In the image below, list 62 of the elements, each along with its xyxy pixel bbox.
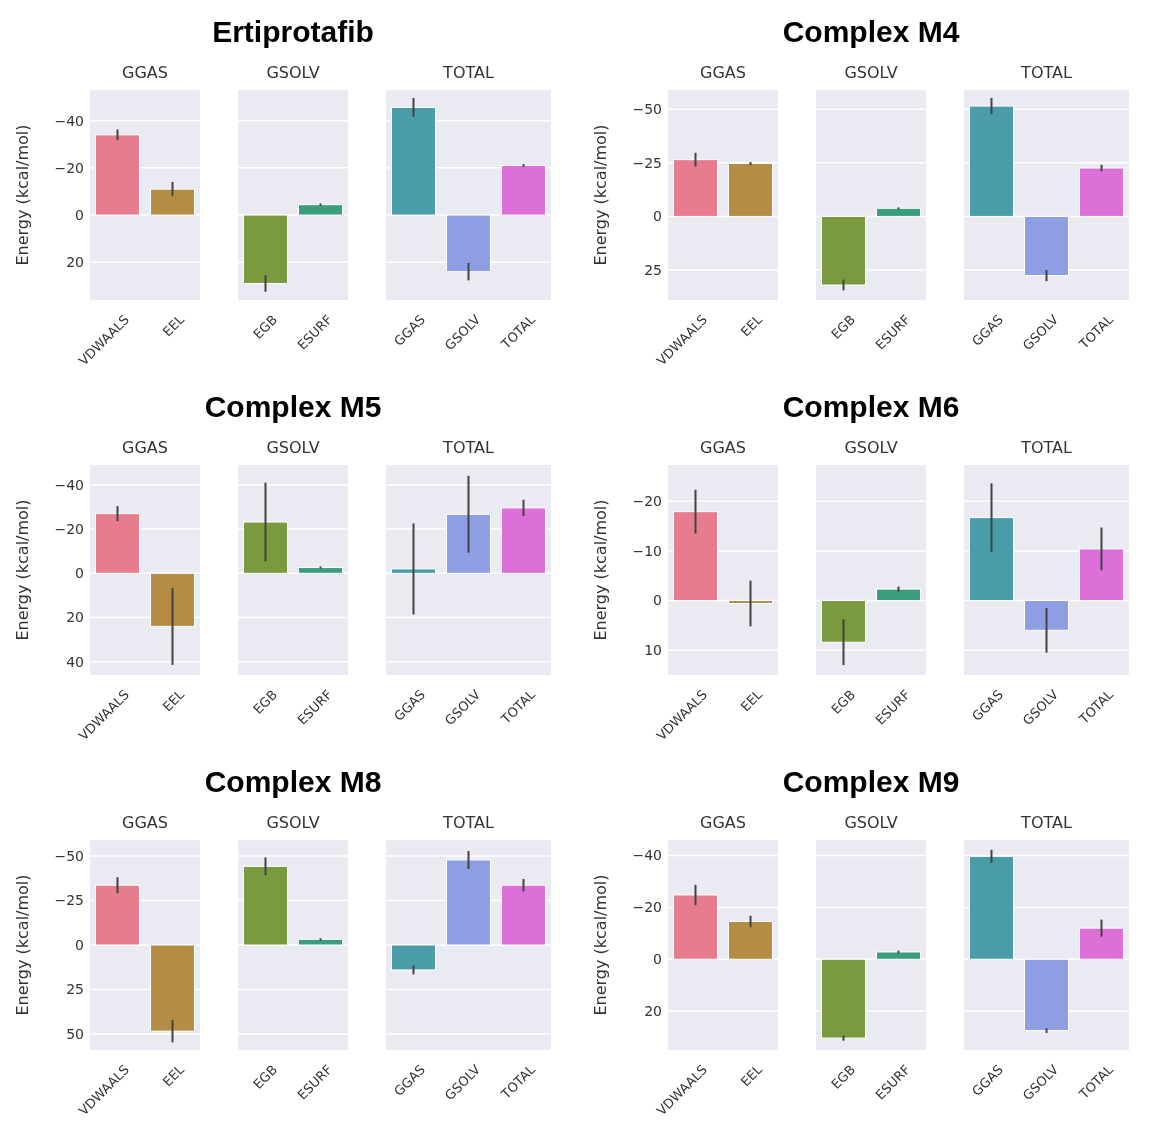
chart-subtitle: GGAS [122, 63, 168, 82]
chart-title: Complex M8 [204, 765, 382, 798]
chart-title: Ertiprotafib [212, 15, 374, 48]
y-tick-label: 0 [75, 936, 84, 953]
chart-subtitle: GSOLV [844, 63, 898, 82]
y-tick-label: 50 [66, 1025, 84, 1042]
chart-subtitle: TOTAL [1020, 63, 1072, 82]
y-tick-label: 0 [75, 565, 84, 582]
chart-subtitle: GGAS [122, 438, 168, 457]
chart-subtitle: GSOLV [844, 813, 898, 832]
y-tick-label: 0 [653, 208, 662, 225]
y-tick-label: 20 [66, 609, 84, 626]
chart-subtitle: GSOLV [266, 63, 320, 82]
chart-title: Complex M4 [782, 15, 960, 48]
y-tick-label: −20 [632, 493, 662, 510]
y-tick-label: 20 [644, 1003, 662, 1020]
y-tick-label: 25 [66, 981, 84, 998]
x-tick-label: EEL [159, 686, 188, 715]
chart-subtitle: GGAS [122, 813, 168, 832]
chart-subtitle: GGAS [700, 63, 746, 82]
y-tick-label: −20 [54, 159, 84, 176]
y-axis-title: Energy (kcal/mol) [13, 499, 32, 641]
y-axis-title: Energy (kcal/mol) [591, 124, 610, 266]
y-tick-label: −20 [632, 899, 662, 916]
x-tick-label: EEL [737, 311, 766, 340]
chart-subtitle: GGAS [700, 813, 746, 832]
y-axis-title: Energy (kcal/mol) [591, 499, 610, 641]
y-tick-label: −20 [54, 521, 84, 538]
chart-subtitle: GSOLV [844, 438, 898, 457]
y-tick-label: 0 [75, 206, 84, 223]
y-tick-label: −40 [54, 476, 84, 493]
y-tick-label: 25 [644, 261, 662, 278]
y-tick-label: −40 [632, 847, 662, 864]
y-tick-label: −40 [54, 112, 84, 129]
y-tick-label: 0 [653, 592, 662, 609]
y-tick-label: −25 [632, 154, 662, 171]
x-tick-label: EEL [737, 686, 766, 715]
y-tick-label: 10 [644, 642, 662, 659]
y-tick-label: 40 [66, 653, 84, 670]
x-tick-label: EEL [737, 1061, 766, 1090]
y-axis-title: Energy (kcal/mol) [13, 874, 32, 1016]
chart-subtitle: TOTAL [442, 63, 494, 82]
chart-subtitle: TOTAL [442, 813, 494, 832]
chart-subtitle: TOTAL [1020, 813, 1072, 832]
y-tick-label: −10 [632, 542, 662, 559]
chart-subtitle: GGAS [700, 438, 746, 457]
y-tick-label: −25 [54, 892, 84, 909]
chart-title: Complex M9 [782, 765, 960, 798]
x-tick-label: EEL [159, 1061, 188, 1090]
chart-title: Complex M6 [782, 390, 960, 423]
y-tick-label: 0 [653, 951, 662, 968]
chart-title: Complex M5 [204, 390, 382, 423]
y-axis-title: Energy (kcal/mol) [13, 124, 32, 266]
y-axis-title: Energy (kcal/mol) [591, 874, 610, 1016]
chart-subtitle: GSOLV [266, 438, 320, 457]
y-tick-label: −50 [632, 101, 662, 118]
chart-subtitle: TOTAL [442, 438, 494, 457]
chart-subtitle: TOTAL [1020, 438, 1072, 457]
y-tick-label: 20 [66, 254, 84, 271]
x-tick-label: EEL [159, 311, 188, 340]
chart-subtitle: GSOLV [266, 813, 320, 832]
y-tick-label: −50 [54, 847, 84, 864]
